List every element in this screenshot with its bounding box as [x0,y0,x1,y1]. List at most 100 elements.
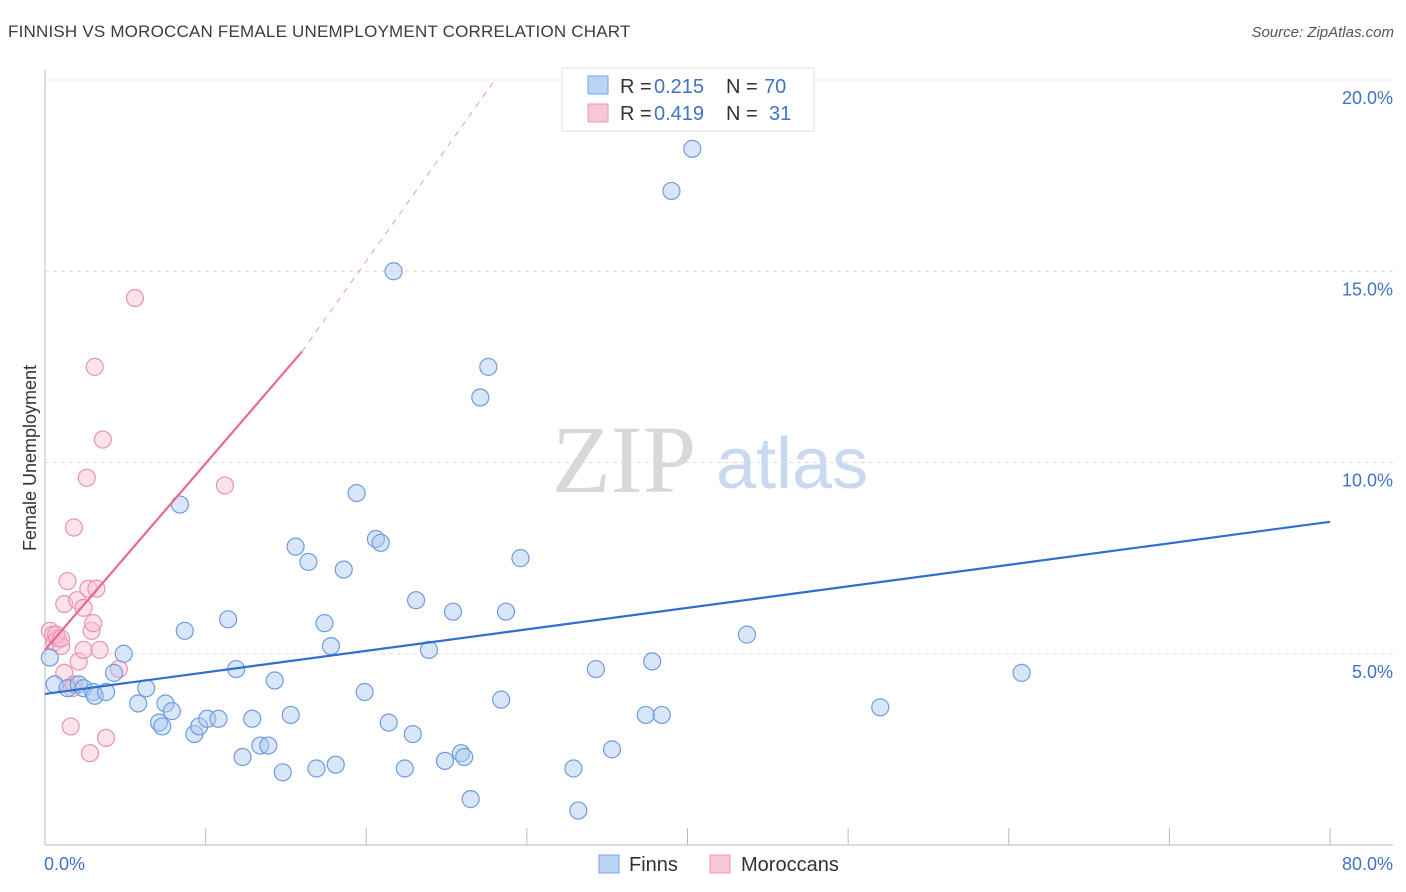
finns-point [273,763,292,782]
finns-point [153,717,172,736]
finns-legend-swatch [587,75,609,95]
y-tick-label: 5.0% [1352,662,1393,682]
finns-point [371,533,390,552]
finns-point [496,602,516,621]
finns-point [586,659,606,679]
finns-point [315,614,334,633]
finns-point [233,747,252,767]
watermark: ZIP atlas [552,406,868,513]
finns-point [307,759,326,778]
moroccans-n-label: N = [726,103,758,125]
finns-point [455,747,474,767]
finns-point [259,736,278,755]
moroccans-point [125,288,145,308]
finns-series-swatch [598,854,620,874]
finns-point [299,552,318,572]
finns-point [265,671,284,690]
finns-point [569,801,588,820]
moroccans-legend-swatch [587,103,609,123]
finns-point [129,694,148,713]
finns-point [286,537,305,556]
chart-title: FINNISH VS MOROCCAN FEMALE UNEMPLOYMENT … [8,22,631,41]
finns-point [652,705,671,725]
moroccans-trendline [44,350,303,651]
moroccans-n-value: 31 [769,103,791,125]
finns-point [219,610,238,629]
moroccans-point [51,636,71,656]
x-axis-ticks [44,828,1331,845]
finns-n-label: N = [726,76,758,98]
moroccans-point [90,640,109,660]
stats-legend: R = 0.215 N = 70 R = 0.419 N = 31 [561,67,815,132]
finns-point [662,181,681,201]
finns-points [40,139,1031,820]
finns-point [403,724,422,744]
finns-point [104,663,124,682]
x-tick-label-min: 0.0% [44,854,85,874]
finns-point [479,357,498,376]
moroccans-series-label: Moroccans [741,854,839,876]
finns-point [321,636,341,656]
finns-point [461,789,480,809]
finns-n-value: 70 [764,76,786,98]
finns-point [636,705,655,725]
moroccans-point [93,430,112,449]
finns-point [384,262,403,281]
finns-point [643,652,662,671]
moroccans-point [74,640,93,660]
finns-point [395,759,414,778]
moroccans-point [96,728,116,748]
y-axis-title: Female Unemployment [20,365,40,551]
moroccans-point [58,571,77,591]
finns-point [40,648,59,667]
finns-point [564,759,583,778]
finns-r-value: 0.215 [654,76,704,98]
y-tick-label: 15.0% [1342,279,1393,299]
finns-point [162,702,181,721]
moroccans-point [215,476,234,495]
watermark-atlas: atlas [716,424,868,504]
moroccans-r-value: 0.419 [654,103,704,125]
moroccans-point [64,518,84,537]
finns-point [347,484,366,503]
moroccans-trendline-extension [301,79,496,352]
finns-point [281,705,300,725]
finns-point [406,591,426,610]
finns-point [1012,663,1031,682]
finns-point [871,698,890,717]
finns-point [435,751,455,770]
finns-point [334,560,353,579]
trendlines [44,79,1331,696]
finns-point [96,682,116,702]
gridlines [45,79,1393,655]
y-tick-label: 20.0% [1342,88,1393,108]
finns-point [492,690,511,709]
finns-point [326,755,345,774]
moroccans-point [77,468,96,487]
finns-point [355,682,374,702]
moroccans-point [82,621,101,640]
moroccans-point [69,652,88,671]
finns-point [379,713,398,732]
moroccans-point [74,598,93,617]
moroccans-point [84,614,103,633]
moroccans-series-swatch [709,854,731,874]
y-tick-labels: 5.0% 10.0% 15.0% 20.0% [1342,88,1393,682]
moroccans-point [61,717,80,736]
finns-point [471,388,490,407]
moroccans-r-label: R = [620,103,652,125]
finns-point [114,644,133,663]
source-credit: Source: ZipAtlas.com [1251,24,1394,41]
finns-trendline [44,520,1331,696]
finns-series-label: Finns [629,854,678,876]
series-legend: Finns Moroccans [598,854,839,876]
finns-point [602,740,622,759]
finns-r-label: R = [620,76,652,98]
moroccans-point [85,357,104,376]
finns-point [737,625,757,644]
x-tick-label-max: 80.0% [1342,854,1393,874]
finns-point [443,602,463,621]
finns-point [243,709,262,728]
y-tick-label: 10.0% [1342,471,1393,491]
